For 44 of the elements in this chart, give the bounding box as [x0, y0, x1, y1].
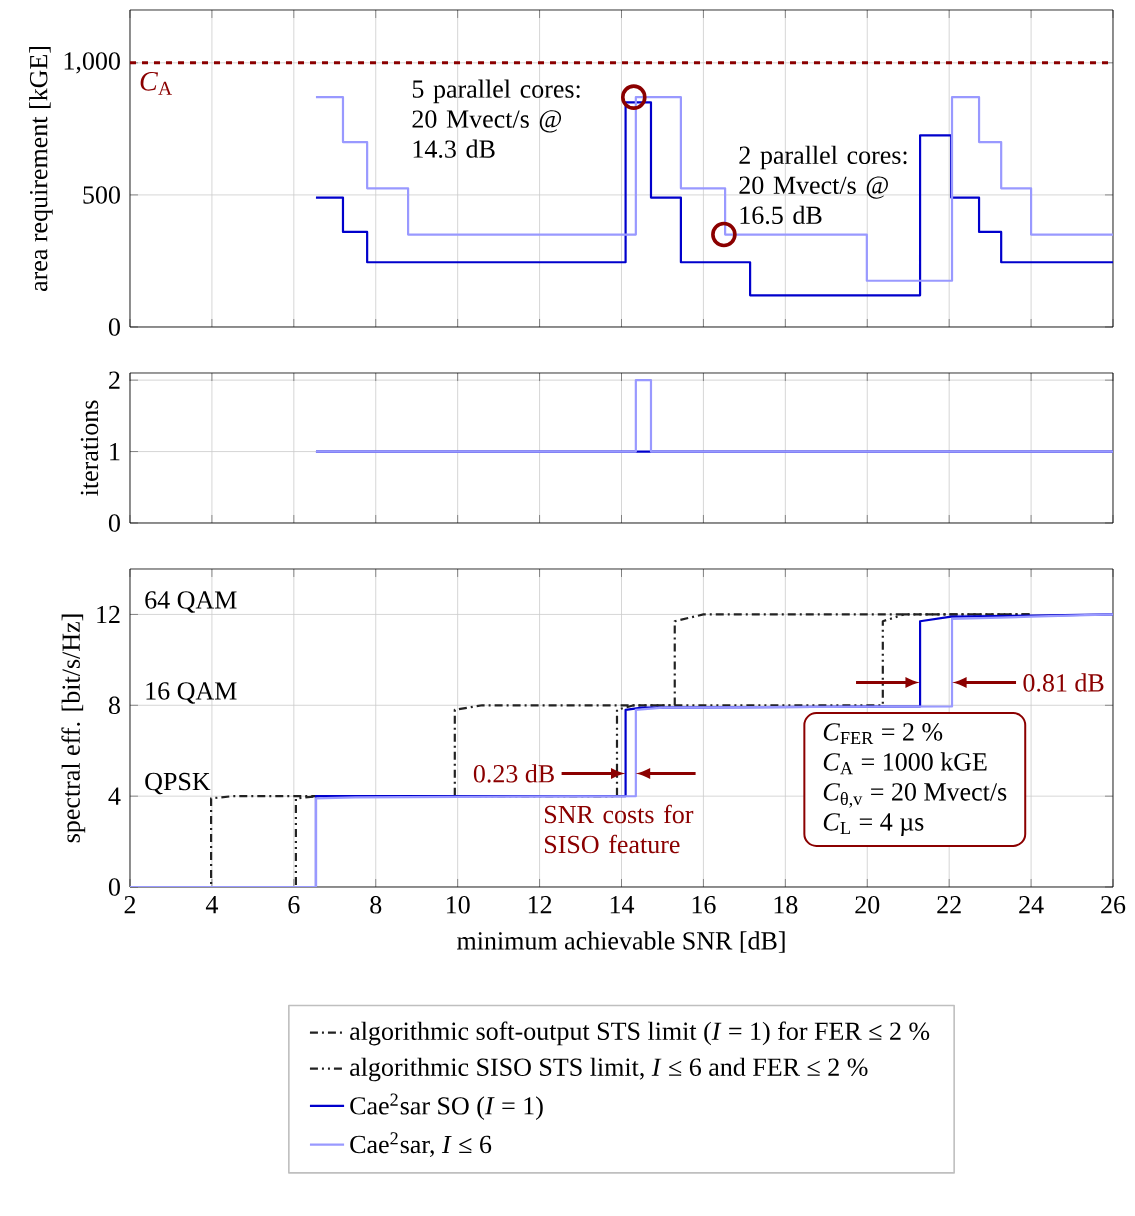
legend-label: Cae$^{2}$sar, I ≤ 6: [350, 1132, 492, 1158]
x-tick-label: 12: [528, 896, 552, 914]
y-axis-title: area requirement [kGE]: [29, 46, 53, 292]
x-tick-label: 4: [205, 896, 219, 914]
x-tick-label: 18: [774, 896, 798, 914]
y-tick-label: 500: [83, 186, 120, 204]
annotation: C$_{A}$ = 1000 kGE: [823, 752, 987, 775]
y-axis-title: spectral eff. [bit/s/Hz]: [61, 614, 86, 843]
annotation: 16 QAM: [146, 682, 237, 704]
y-tick-label: 1,000: [64, 52, 120, 74]
y-tick-label: 0: [108, 878, 120, 896]
x-tick-label: 24: [1019, 896, 1044, 914]
x-tick-label: 20: [855, 896, 880, 914]
annotation: 0.23 dB: [473, 764, 554, 783]
y-tick-label: 1: [110, 442, 120, 461]
y-tick-label: 12: [97, 605, 120, 624]
annotation: QPSK: [145, 772, 211, 795]
y-tick-label: 0: [108, 318, 120, 336]
x-axis-title: minimum achievable SNR [dB]: [457, 931, 785, 953]
x-tick-label: 2: [124, 896, 136, 914]
y-tick-label: 8: [108, 696, 120, 715]
x-tick-label: 22: [937, 896, 961, 914]
ref-line-label: C$_{A}$: [140, 71, 173, 95]
y-tick-label: 0: [108, 514, 120, 532]
y-axis-title: iterations: [80, 400, 99, 496]
x-tick-label: 8: [370, 896, 382, 914]
annotation: 0.81 dB: [1023, 673, 1104, 692]
x-tick-label: 14: [610, 896, 635, 914]
x-tick-label: 10: [446, 896, 470, 914]
x-tick-label: 26: [1101, 896, 1126, 914]
annotation: C$_{L}$ = 4 µs: [823, 813, 924, 836]
annotation: 5 parallel cores: 20 Mvect/s @ 14.3 dB: [412, 79, 580, 158]
x-tick-label: 6: [288, 896, 300, 914]
legend-label: algorithmic SISO STS limit, I ≤ 6 and FER ≤ 2 %: [350, 1057, 868, 1082]
annotation: 64 QAM: [145, 591, 237, 613]
x-tick-label: 16: [692, 896, 716, 914]
annotation: C$_{θ,v}$ = 20 Mvect/s: [823, 783, 1007, 808]
annotation: SNR costs for SISO feature: [544, 804, 694, 854]
legend-label: Cae$^{2}$sar SO (I = 1): [350, 1093, 543, 1120]
annotation: C$_{FER}$ = 2 %: [823, 723, 943, 745]
y-tick-label: 4: [108, 787, 121, 805]
annotation: 2 parallel cores: 20 Mvect/s @ 16.5 dB: [739, 145, 907, 225]
y-tick-label: 2: [109, 371, 120, 389]
legend-label: algorithmic soft-output STS limit (I = 1) for FER ≤ 2 %: [350, 1021, 930, 1046]
